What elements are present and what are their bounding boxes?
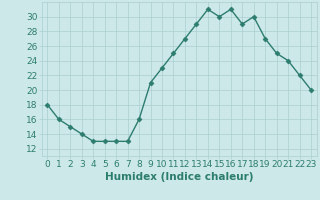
X-axis label: Humidex (Indice chaleur): Humidex (Indice chaleur): [105, 172, 253, 182]
